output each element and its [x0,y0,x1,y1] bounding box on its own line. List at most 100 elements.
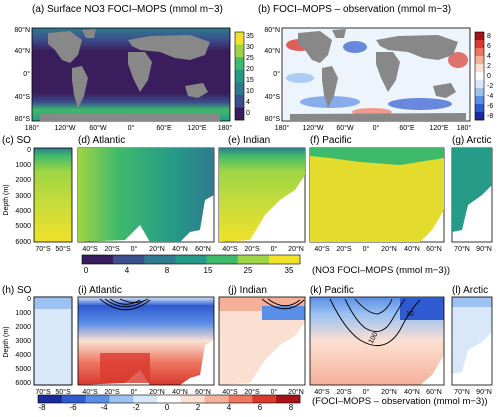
anomaly-cbar-tick: -2 [132,403,140,412]
panel-b-cbar-tick: -2 [487,83,493,90]
panel-d-xtick: 20°N [149,245,165,253]
panel-a-ytick: 80°S [15,115,31,123]
panel-b-colorbar-segment [475,88,484,97]
panel-e-xtick: 40°S [222,245,238,253]
panel-a-cbar-tick: 20 [246,66,254,73]
row-anomaly-sections: (h) SO (i) Atlantic (j) Indian (k) Pacif… [2,285,493,412]
row2-ytick: 3000 [15,193,31,200]
nitrate-cbar-tick: 8 [165,266,170,275]
panel-a-colorbar-segment [235,69,244,83]
panel-k-frame [309,296,445,386]
anomaly-cbar-tick: 6 [258,403,263,412]
panel-e-xtick: 0° [271,245,278,253]
panel-b-cbar-tick: 6 [487,43,491,50]
panel-a-colorbar-segment [235,57,244,71]
panel-l-title: (l) Arctic [452,285,488,296]
row2-ytick: 4000 [15,208,31,215]
nitrate-colorbar-segment [82,255,114,264]
panel-i-xtick: 40°S [82,388,98,396]
panel-b-cbar-tick: 4 [487,53,491,60]
panel-f-title: (f) Pacific [310,135,352,146]
panel-h-field [33,296,73,386]
panel-k-negative-core [400,298,444,320]
panel-a: (a) Surface NO3 FOCI–MOPS (mmol m−3) 180… [14,4,254,132]
panel-a-cbar-tick: 30 [246,44,254,51]
panel-a-colorbar [234,31,245,121]
panel-i-xtick: 20°S [104,388,120,396]
anomaly-cbar-tick: -8 [38,403,46,412]
nitrate-cbar-tick: 0 [84,266,89,275]
panel-i-xtick: 20°N [149,388,165,396]
panel-f-xtick: 60°N [426,245,442,253]
panel-b-colorbar-outline [474,31,485,121]
panel-a-colorbar-segment [235,82,244,96]
panel-f-xtick: 0° [363,245,370,253]
panel-k-xtick: 60°N [426,388,442,396]
panel-b-colorbar-ticks: 8 6 4 2 0 -2 -4 -6 -8 [487,33,493,120]
panel-d-xtick: 20°S [104,245,120,253]
row2-ytick: 6000 [15,239,31,246]
panel-b-land [290,29,466,121]
panel-l-frame [451,296,493,386]
panel-k-xtick: 20°N [381,388,397,396]
nitrate-colorbar-segment [113,255,145,264]
panel-a-xtick: 180° [25,124,40,132]
row2-ylabel: Depth (m) [3,184,10,215]
panel-a-xtick: 60°E [156,124,172,132]
panel-f-upper-layer [310,148,444,165]
panel-i-xtick: 0° [131,388,138,396]
panel-j-title: (j) Indian [228,285,267,296]
panel-a-ytick: 40°S [15,93,31,101]
panel-a-yticks: 80°N 40°N 0° 40°S 80°S [14,26,30,123]
panel-b-cbar-tick: -8 [487,113,493,120]
panel-f-xtick: 20°N [381,245,397,253]
panel-a-land [40,29,220,121]
panel-b-cbar-tick: -6 [487,103,493,110]
panel-b-colorbar-segment [475,96,484,105]
panel-g-xtick: 90°N [476,245,492,253]
panel-j-xtick: 40°S [222,388,238,396]
panel-b-cbar-tick: 8 [487,33,491,40]
panel-b-colorbar-segment [475,32,484,41]
panel-a-ytick: 80°N [14,26,30,34]
panel-a-cbar-tick: 4 [246,99,250,106]
panel-b-colorbar-segment [475,40,484,49]
panel-b-colorbar-segment [475,112,484,121]
panel-l-upper-layer [452,297,492,307]
panel-d-xtick: 0° [131,245,138,253]
row3-ylabel: Depth (m) [3,326,10,357]
panel-b-ytick: 80°N [264,26,280,34]
panel-k-title: (k) Pacific [310,285,354,296]
anomaly-colorbar-segment [228,395,253,403]
anomaly-cbar-tick: 8 [289,403,294,412]
anomaly-colorbar-segment [276,395,301,403]
anomaly-colorbar-segment [109,395,134,403]
anomaly-colorbar [37,394,301,404]
row3-ytick: 4000 [15,352,31,359]
panel-a-colorbar-segment [235,44,244,58]
anomaly-colorbar-segment [157,395,182,403]
panel-j-negative-core [262,306,305,320]
panel-k-contour-label: 10 [406,311,414,318]
panel-j-xtick: 0° [271,388,278,396]
panel-k-xtick: 0° [363,388,370,396]
anomaly-cbar-tick: 4 [227,403,232,412]
panel-e-xtick: 20°N [288,245,304,253]
panel-j-contours [261,298,305,310]
anomaly-colorbar-ticks: -8 -6 -4 -2 0 2 4 6 8 [38,403,293,412]
panel-h-xtick: 70°S [35,388,51,396]
panel-b-title: (b) FOCI–MOPS – observation (mmol m−3) [258,4,451,15]
panel-b-colorbar-segment [475,80,484,89]
panel-i-contours [99,298,151,311]
panel-a-ytick: 0° [23,70,30,78]
panel-b-xtick: 60°E [399,124,415,132]
panel-a-xtick: 120°E [187,124,206,132]
nitrate-colorbar-segment [268,255,301,264]
panel-b: (b) FOCI–MOPS – observation (mmol m−3) 1… [258,4,493,132]
panel-b-xtick: 120°W [302,124,323,132]
anomaly-cbar-tick: 2 [196,403,201,412]
panel-k-xtick: 40°N [404,388,420,396]
panel-k-xtick: 40°S [314,388,330,396]
anomaly-colorbar-segment [85,395,110,403]
